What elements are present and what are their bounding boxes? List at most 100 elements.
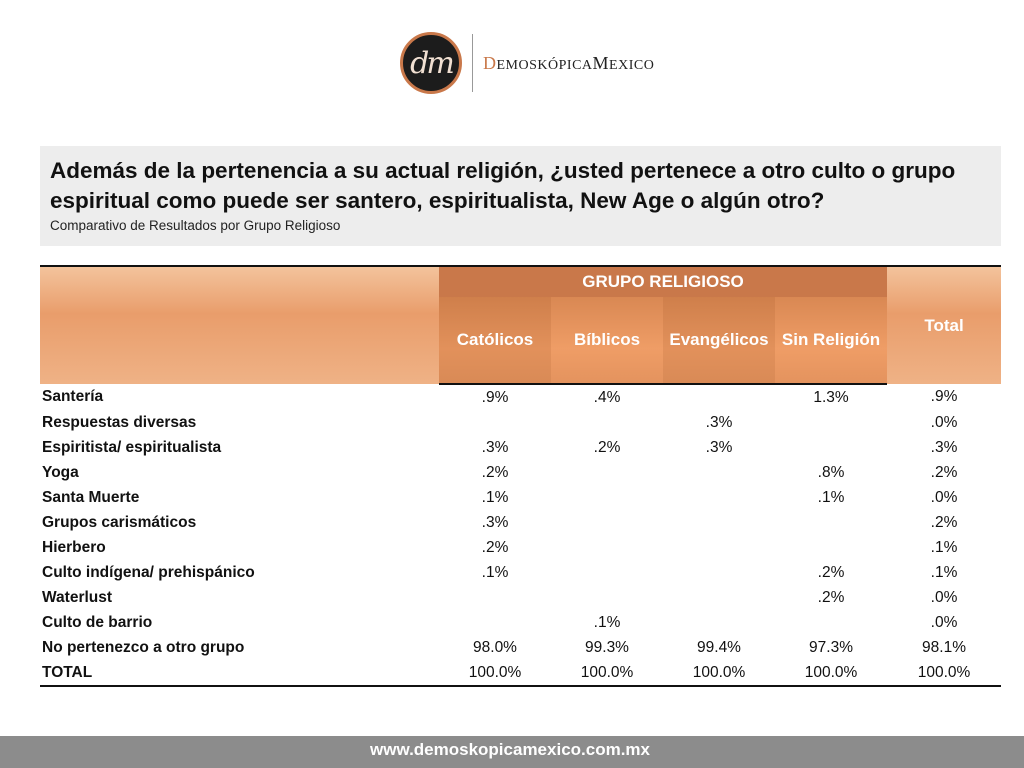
cell-value (439, 410, 551, 435)
cell-value (439, 585, 551, 610)
row-label: Espiritista/ espiritualista (42, 438, 222, 456)
cell-value (663, 485, 775, 510)
cell-value: 98.0% (473, 638, 517, 656)
brand-m: M (592, 52, 610, 73)
cell-value (551, 585, 663, 610)
cell-value: 100.0% (439, 660, 551, 687)
cell-value (775, 510, 887, 535)
cell-value: .3% (481, 438, 509, 456)
cell-total: .0% (930, 588, 958, 606)
row-label: Hierbero (42, 538, 106, 556)
row-label: Waterlust (42, 588, 113, 606)
results-table: GRUPO RELIGIOSO Total Católicos Bíblicos E… (40, 265, 1002, 687)
cell-value: .4% (593, 388, 621, 406)
cell-value: .1% (481, 563, 509, 581)
cell-value: 100.0% (663, 660, 775, 687)
table-row: Santa Muerte .1% .1% .0% (40, 485, 1001, 510)
cell-value (775, 610, 887, 635)
cell-value: .3% (705, 413, 733, 431)
cell-value: .2% (481, 538, 509, 556)
cell-value (551, 410, 663, 435)
cell-total: .3% (930, 438, 958, 456)
logo: dm DEMOSKÓPICAMEXICO (400, 30, 654, 96)
logo-monogram-text: dm (410, 45, 455, 81)
cell-total: .1% (930, 563, 958, 581)
cell-value (663, 510, 775, 535)
cell-value: .8% (817, 463, 845, 481)
brand-mid: EMOSKÓPICA (496, 57, 593, 73)
column-header: Católicos (439, 297, 551, 385)
cell-value (663, 610, 775, 635)
cell-total: .2% (930, 463, 958, 481)
table-row: Culto de barrio .1% .0% (40, 610, 1001, 635)
table-row: Hierbero .2% .1% (40, 535, 1001, 560)
cell-value (439, 610, 551, 635)
cell-value: 99.4% (697, 638, 741, 656)
column-header: Bíblicos (551, 297, 663, 385)
cell-total: .0% (930, 613, 958, 631)
column-header: Sin Religión (775, 297, 888, 385)
brand-last: EXICO (609, 57, 655, 73)
cell-value (551, 460, 663, 485)
cell-value: .3% (481, 513, 509, 531)
page-subtitle: Comparativo de Resultados por Grupo Reli… (50, 218, 341, 233)
cell-value (663, 384, 775, 410)
cell-total: 100.0% (887, 660, 1002, 687)
cell-value: .1% (593, 613, 621, 631)
cell-value (551, 560, 663, 585)
cell-total: .0% (930, 488, 958, 506)
cell-value: 99.3% (585, 638, 629, 656)
cell-total: .1% (930, 538, 958, 556)
table-row: Waterlust .2% .0% (40, 585, 1001, 610)
row-label: Yoga (42, 463, 79, 481)
results-table-wrap: GRUPO RELIGIOSO Total Católicos Bíblicos E… (40, 265, 1002, 687)
cell-value: .3% (705, 438, 733, 456)
cell-value: .1% (481, 488, 509, 506)
cell-value: .2% (481, 463, 509, 481)
cell-value (551, 510, 663, 535)
total-header: Total (887, 265, 1002, 384)
row-label: Culto de barrio (42, 613, 153, 631)
logo-monogram: dm (400, 32, 462, 94)
page-title: Además de la pertenencia a su actual rel… (50, 158, 956, 213)
brand-name: DEMOSKÓPICAMEXICO (483, 53, 654, 74)
cell-value: 97.3% (809, 638, 853, 656)
cell-value: .9% (481, 388, 509, 406)
logo-divider (472, 34, 473, 92)
row-label: TOTAL (40, 660, 439, 687)
cell-value (551, 485, 663, 510)
cell-value (775, 410, 887, 435)
group-header: GRUPO RELIGIOSO (439, 265, 888, 297)
cell-value: 100.0% (551, 660, 663, 687)
row-label-header (40, 265, 439, 384)
cell-value: .2% (817, 563, 845, 581)
cell-value: 1.3% (813, 388, 849, 406)
row-label: Respuestas diversas (42, 413, 197, 431)
cell-value (663, 535, 775, 560)
cell-value (775, 435, 887, 460)
cell-value: .2% (593, 438, 621, 456)
cell-value (663, 560, 775, 585)
column-header: Evangélicos (663, 297, 775, 385)
footer-url[interactable]: www.demoskopicamexico.com.mx (370, 740, 650, 759)
cell-value: .2% (817, 588, 845, 606)
table-row: No pertenezco a otro grupo 98.0% 99.3% 99.4… (40, 635, 1001, 660)
row-label: Grupos carismáticos (42, 513, 197, 531)
row-label: Santería (42, 388, 104, 405)
row-label: No pertenezco a otro grupo (42, 638, 245, 656)
cell-value (551, 535, 663, 560)
cell-value (663, 585, 775, 610)
cell-total: 98.1% (922, 638, 966, 656)
cell-value: .1% (817, 488, 845, 506)
table-row: Culto indígena/ prehispánico .1% .2% .1% (40, 560, 1001, 585)
title-box: Además de la pertenencia a su actual rel… (40, 146, 1001, 246)
table-row: Respuestas diversas .3% .0% (40, 410, 1001, 435)
cell-value: 100.0% (775, 660, 888, 687)
cell-total: .0% (930, 413, 958, 431)
cell-total: .9% (930, 388, 958, 405)
footer-bar: www.demoskopicamexico.com.mx (0, 736, 1024, 768)
table-row: TOTAL 100.0% 100.0% 100.0% 100.0% 100.0% (40, 660, 1002, 687)
cell-value (775, 535, 887, 560)
table-row: Grupos carismáticos .3% .2% (40, 510, 1001, 535)
table-row: Santería .9% .4% 1.3% .9% (40, 384, 1001, 410)
